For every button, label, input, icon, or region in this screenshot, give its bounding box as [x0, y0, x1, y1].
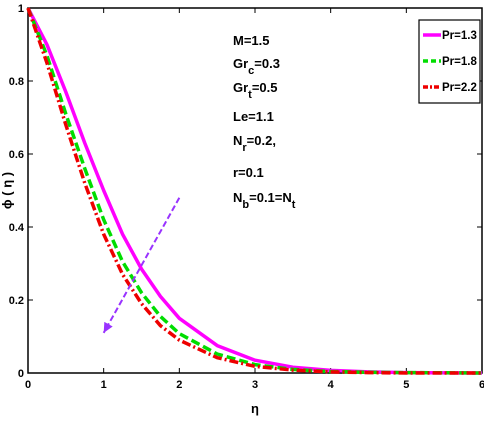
- x-tick-label: 5: [403, 379, 409, 391]
- x-tick-label: 3: [252, 379, 258, 391]
- legend-label: Pr=2.2: [442, 82, 477, 94]
- axis-ticks: 0 1 2 3 4 5 6 0 0.2 0.4 0.6 0.8 1: [9, 3, 484, 391]
- y-tick-label: 0.4: [9, 222, 25, 234]
- y-tick-label: 0: [18, 368, 24, 380]
- legend: Pr=1.3 Pr=1.8 Pr=2.2: [418, 19, 481, 104]
- annotation-line: Grc=0.3: [233, 56, 280, 77]
- x-tick-label: 1: [101, 379, 107, 391]
- arrow-head: [103, 321, 113, 333]
- annotation-line: Nr=0.2,: [233, 133, 276, 154]
- y-tick-label: 0.6: [9, 149, 24, 161]
- trend-arrow: [102, 197, 181, 334]
- series-lines: [26, 7, 483, 375]
- y-tick-label: 1: [18, 3, 24, 15]
- series-line-3: [26, 7, 482, 375]
- x-tick-label: 6: [479, 379, 484, 391]
- annotation-line: r=0.1: [233, 165, 264, 180]
- annotation-line: Nb=0.1=Nt: [233, 190, 296, 211]
- y-axis-label: ϕ ( η ): [0, 172, 14, 209]
- annotation-line: M=1.5: [233, 33, 270, 48]
- x-tick-label: 2: [176, 379, 182, 391]
- y-tick-label: 0.8: [9, 76, 24, 88]
- annotation-line: Grt=0.5: [233, 80, 278, 101]
- x-tick-label: 0: [25, 379, 31, 391]
- legend-label: Pr=1.3: [442, 30, 477, 42]
- legend-label: Pr=1.8: [442, 56, 477, 68]
- annotation-block: M=1.5 Grc=0.3 Grt=0.5 Le=1.1 Nr=0.2, r=0.1 Nb=…: [233, 33, 296, 211]
- y-tick-label: 0.2: [9, 295, 24, 307]
- annotation-line: Le=1.1: [233, 109, 274, 124]
- x-axis-label: η: [251, 401, 259, 416]
- x-tick-label: 4: [328, 379, 335, 391]
- arrow-shaft: [102, 197, 181, 334]
